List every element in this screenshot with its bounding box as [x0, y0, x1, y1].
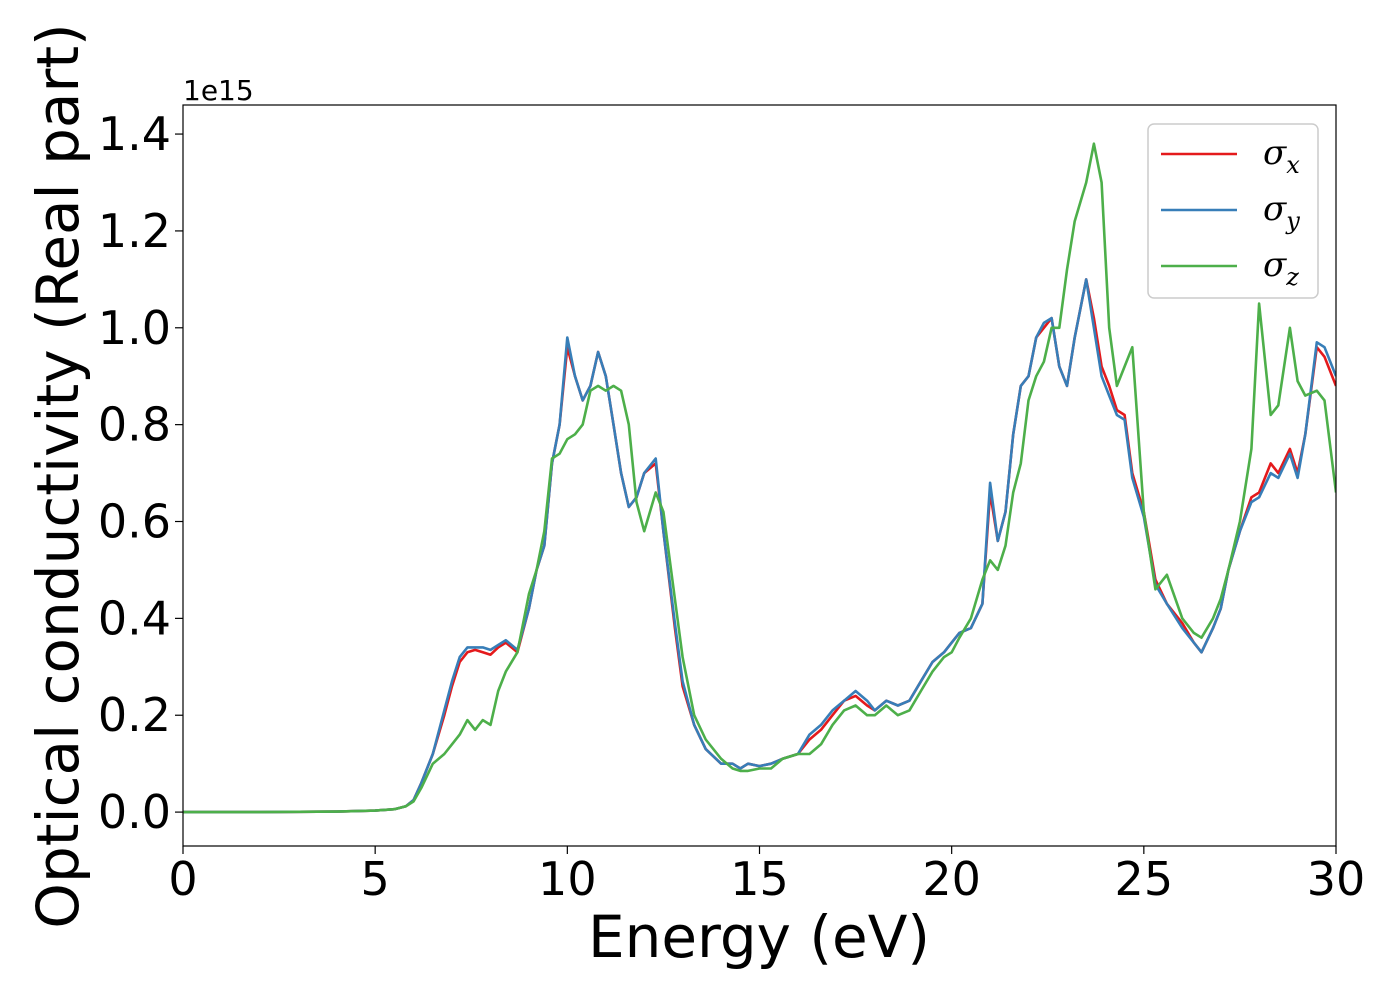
legend-label-symbol: σ [1263, 245, 1287, 285]
legend-label-subscript: y [1285, 207, 1300, 235]
x-tick-label: 10 [538, 852, 597, 906]
x-tick-label: 5 [361, 852, 390, 906]
y-tick-label: 0.2 [98, 688, 171, 742]
series-layer [183, 142, 1336, 814]
y-offset-label: 1e15 [183, 74, 254, 107]
x-tick-label: 15 [730, 852, 789, 906]
y-tick-label: 1.4 [98, 107, 171, 161]
x-tick-label: 30 [1307, 852, 1366, 906]
x-axis-label: Energy (eV) [588, 903, 930, 971]
legend-label-x: σx [1263, 133, 1300, 179]
legend-label-z: σz [1263, 245, 1299, 291]
y-tick-label: 1.2 [98, 204, 171, 258]
legend-label-subscript: x [1286, 151, 1300, 179]
legend-label-symbol: σ [1263, 133, 1287, 173]
y-axis-ticks: 0.0 0.2 0.4 0.6 0.8 1.0 1.2 1.4 [98, 107, 183, 839]
y-tick-label: 1.0 [98, 301, 171, 355]
x-axis-ticks: 0 5 10 15 20 25 30 [168, 846, 1365, 906]
x-tick-label: 0 [168, 852, 197, 906]
series-line-z [183, 142, 1336, 814]
legend-label-y: σy [1263, 189, 1300, 235]
legend-label-symbol: σ [1263, 189, 1287, 229]
y-tick-label: 0.0 [98, 785, 171, 839]
series-line-y [183, 278, 1336, 814]
y-tick-label: 0.8 [98, 398, 171, 452]
y-axis-label: Optical conductivity (Real part) [24, 23, 92, 928]
legend-label-subscript: z [1285, 263, 1299, 291]
x-tick-label: 20 [922, 852, 981, 906]
y-tick-label: 0.4 [98, 591, 171, 645]
y-tick-label: 0.6 [98, 495, 171, 549]
x-tick-label: 25 [1115, 852, 1174, 906]
